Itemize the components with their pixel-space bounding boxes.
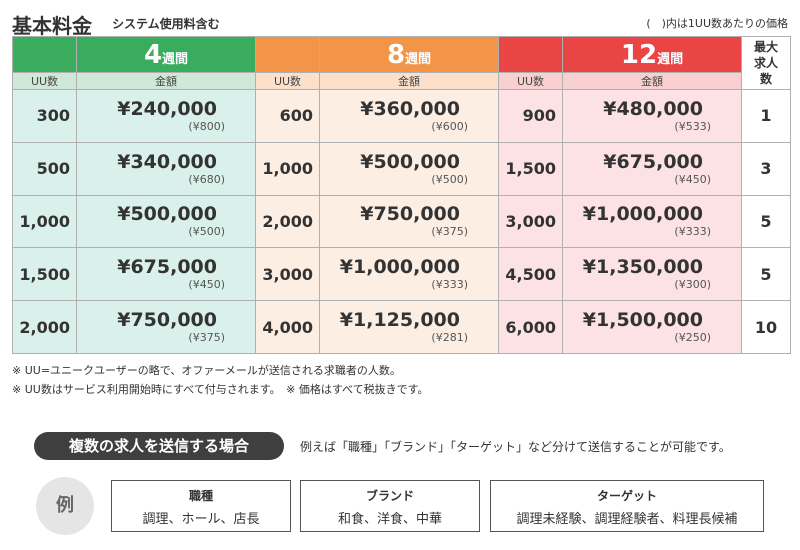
price-cell: ¥675,000 (¥450) — [562, 141, 742, 196]
multi-posting-badge: 複数の求人を送信する場合 — [34, 432, 284, 460]
uu-col-header: UU数 — [255, 72, 320, 90]
uu-cell: 1,000 — [255, 141, 320, 196]
uu-cell: 600 — [255, 89, 320, 143]
price-cell: ¥480,000 (¥533) — [562, 89, 742, 143]
max-jobs-cell: 3 — [741, 141, 791, 196]
amount-col-header: 金額 — [76, 72, 256, 90]
price-cell: ¥1,000,000 (¥333) — [562, 194, 742, 249]
page-subtitle: システム使用料含む — [112, 17, 220, 31]
table-row: 1,500 ¥675,000 (¥450) 3,000 ¥1,000,000 (¥3… — [12, 247, 791, 302]
price-cell: ¥750,000 (¥375) — [76, 300, 256, 354]
uu-cell: 6,000 — [498, 300, 563, 354]
example-body: 和食、洋食、中華 — [337, 512, 442, 527]
table-row: 2,000 ¥750,000 (¥375) 4,000 ¥1,125,000 (¥2… — [12, 300, 791, 354]
price-cell: ¥360,000 (¥600) — [319, 89, 499, 143]
uu-cell: 300 — [12, 89, 77, 143]
amount-col-header: 金額 — [319, 72, 499, 90]
plan-4-weeks-header: 4週間 — [76, 36, 256, 73]
example-title: ターゲット — [596, 489, 657, 503]
price-cell: ¥675,000 (¥450) — [76, 247, 256, 302]
price-cell: ¥240,000 (¥800) — [76, 89, 256, 143]
pricing-table: 4週間 8週間 12週間 最大求人数 UU数 金額 UU数 金額 UU数 金額 … — [12, 36, 791, 354]
uu-cell: 900 — [498, 89, 563, 143]
price-cell: ¥340,000 (¥680) — [76, 141, 256, 196]
footnote-uu: ※ UU=ユニークユーザーの略で、オファーメールが送信される求職者の人数。 — [12, 364, 401, 377]
table-row: 1,000 ¥500,000 (¥500) 2,000 ¥750,000 (¥375… — [12, 194, 791, 249]
price-cell: ¥500,000 (¥500) — [76, 194, 256, 249]
uu-cell: 1,500 — [12, 247, 77, 302]
price-cell: ¥750,000 (¥375) — [319, 194, 499, 249]
price-cell: ¥1,125,000 (¥281) — [319, 300, 499, 354]
price-cell: ¥500,000 (¥500) — [319, 141, 499, 196]
example-badge: 例 — [36, 477, 94, 535]
plan-12-weeks-header: 12週間 — [562, 36, 742, 73]
max-jobs-cell: 5 — [741, 247, 791, 302]
uu-cell: 1,000 — [12, 194, 77, 249]
plan-8-weeks-header: 8週間 — [319, 36, 499, 73]
table-row: 500 ¥340,000 (¥680) 1,000 ¥500,000 (¥500) … — [12, 141, 791, 196]
uu-cell: 4,000 — [255, 300, 320, 354]
amount-col-header: 金額 — [562, 72, 742, 90]
page-title: 基本料金 — [12, 14, 92, 38]
price-note: ( )内は1UU数あたりの価格 — [646, 17, 788, 30]
max-jobs-header: 最大求人数 — [741, 36, 791, 90]
multi-posting-description: 例えば「職種」「ブランド」「ターゲット」など分けて送信することが可能です。 — [300, 440, 731, 454]
uu-col-header: UU数 — [498, 72, 563, 90]
uu-cell: 2,000 — [12, 300, 77, 354]
uu-cell: 4,500 — [498, 247, 563, 302]
price-cell: ¥1,000,000 (¥333) — [319, 247, 499, 302]
max-jobs-cell: 10 — [741, 300, 791, 354]
example-body: 調理未経験、調理経験者、料理長候補 — [516, 512, 738, 527]
uu-cell: 2,000 — [255, 194, 320, 249]
uu-cell: 1,500 — [498, 141, 563, 196]
uu-col-header: UU数 — [12, 72, 77, 90]
example-box-brand: ブランド 和食、洋食、中華 — [300, 480, 480, 532]
example-box-target: ターゲット 調理未経験、調理経験者、料理長候補 — [490, 480, 764, 532]
table-row: 300 ¥240,000 (¥800) 600 ¥360,000 (¥600) 90… — [12, 89, 791, 143]
footnote-tax: ※ UU数はサービス利用開始時にすべて付与されます。 ※ 価格はすべて税抜きです… — [12, 383, 429, 396]
example-body: 調理、ホール、店長 — [142, 512, 260, 527]
example-title: 職種 — [188, 489, 213, 503]
uu-cell: 3,000 — [255, 247, 320, 302]
example-title: ブランド — [365, 489, 414, 503]
uu-cell: 500 — [12, 141, 77, 196]
example-box-job-type: 職種 調理、ホール、店長 — [111, 480, 291, 532]
uu-cell: 3,000 — [498, 194, 563, 249]
max-jobs-cell: 5 — [741, 194, 791, 249]
max-jobs-cell: 1 — [741, 89, 791, 143]
price-cell: ¥1,350,000 (¥300) — [562, 247, 742, 302]
price-cell: ¥1,500,000 (¥250) — [562, 300, 742, 354]
